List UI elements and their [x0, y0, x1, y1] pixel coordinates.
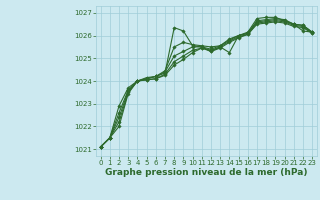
X-axis label: Graphe pression niveau de la mer (hPa): Graphe pression niveau de la mer (hPa) — [105, 168, 308, 177]
